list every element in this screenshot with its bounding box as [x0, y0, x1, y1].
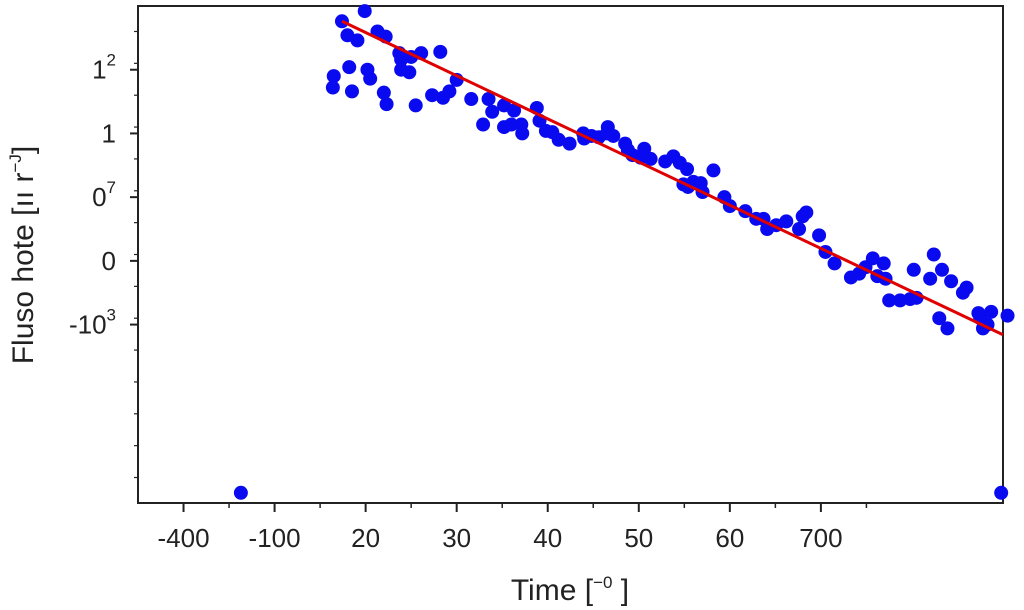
data-point: [376, 85, 391, 100]
y-tick-label: 1: [102, 118, 116, 148]
data-point: [394, 62, 409, 77]
y-tick-label: 12: [92, 51, 116, 85]
x-tick-label: -400: [158, 523, 210, 553]
y-tick-label: -103: [69, 306, 116, 340]
data-point: [932, 311, 947, 326]
data-point: [984, 304, 999, 319]
data-point: [551, 132, 566, 147]
data-point: [464, 92, 479, 107]
y-axis-ticks: 12 1 07 0 -103: [69, 30, 138, 479]
data-point: [827, 256, 842, 271]
data-point: [643, 151, 658, 166]
data-point: [940, 321, 955, 336]
data-point: [792, 222, 807, 237]
data-point: [562, 136, 577, 151]
x-axis-title: Time [−0 ]: [511, 573, 629, 607]
y-axis-title: Fluso hote [ıı r−J]: [6, 146, 40, 365]
data-point: [934, 262, 949, 277]
data-point: [425, 88, 440, 103]
x-tick-label: 60: [715, 523, 744, 553]
data-point: [481, 92, 496, 107]
x-tick-label: 40: [533, 523, 562, 553]
x-tick-label: 20: [351, 523, 380, 553]
data-point: [799, 205, 814, 220]
data-point: [779, 214, 794, 229]
data-point: [876, 256, 891, 271]
data-point: [994, 485, 1009, 500]
data-point: [515, 126, 530, 141]
data-point: [485, 104, 500, 119]
data-points: [233, 4, 1015, 500]
data-point: [606, 128, 621, 143]
data-point: [865, 251, 880, 266]
data-point: [476, 117, 491, 132]
y-tick-label: 0: [102, 246, 116, 276]
data-point: [923, 271, 938, 286]
x-tick-label: -100: [249, 523, 301, 553]
data-point: [507, 103, 522, 118]
data-point: [442, 84, 457, 99]
data-point: [906, 262, 921, 277]
data-point: [706, 163, 721, 178]
x-tick-label: 700: [799, 523, 842, 553]
data-point: [357, 4, 372, 19]
data-point: [325, 80, 340, 95]
data-point: [882, 293, 897, 308]
data-point: [350, 33, 365, 48]
fit-line-group: [341, 19, 1004, 337]
data-point: [959, 280, 974, 295]
data-point: [363, 71, 378, 86]
data-point: [326, 69, 341, 84]
fit-line: [341, 19, 1004, 337]
y-tick-label: 07: [92, 178, 116, 212]
data-point: [379, 97, 394, 112]
data-point: [680, 162, 695, 177]
data-point: [926, 247, 941, 262]
x-axis-ticks: -400 -100 20 30 40 50 60 700: [158, 503, 868, 553]
data-point: [504, 117, 519, 132]
x-tick-label: 30: [442, 523, 471, 553]
data-point: [433, 44, 448, 59]
x-tick-label: 50: [624, 523, 653, 553]
data-point: [233, 485, 248, 500]
data-point: [394, 52, 409, 67]
data-point: [342, 60, 357, 75]
data-point: [408, 98, 423, 113]
data-point: [344, 84, 359, 99]
data-point: [903, 292, 918, 307]
data-point: [1000, 308, 1015, 323]
data-point: [812, 228, 827, 243]
data-point: [944, 274, 959, 289]
